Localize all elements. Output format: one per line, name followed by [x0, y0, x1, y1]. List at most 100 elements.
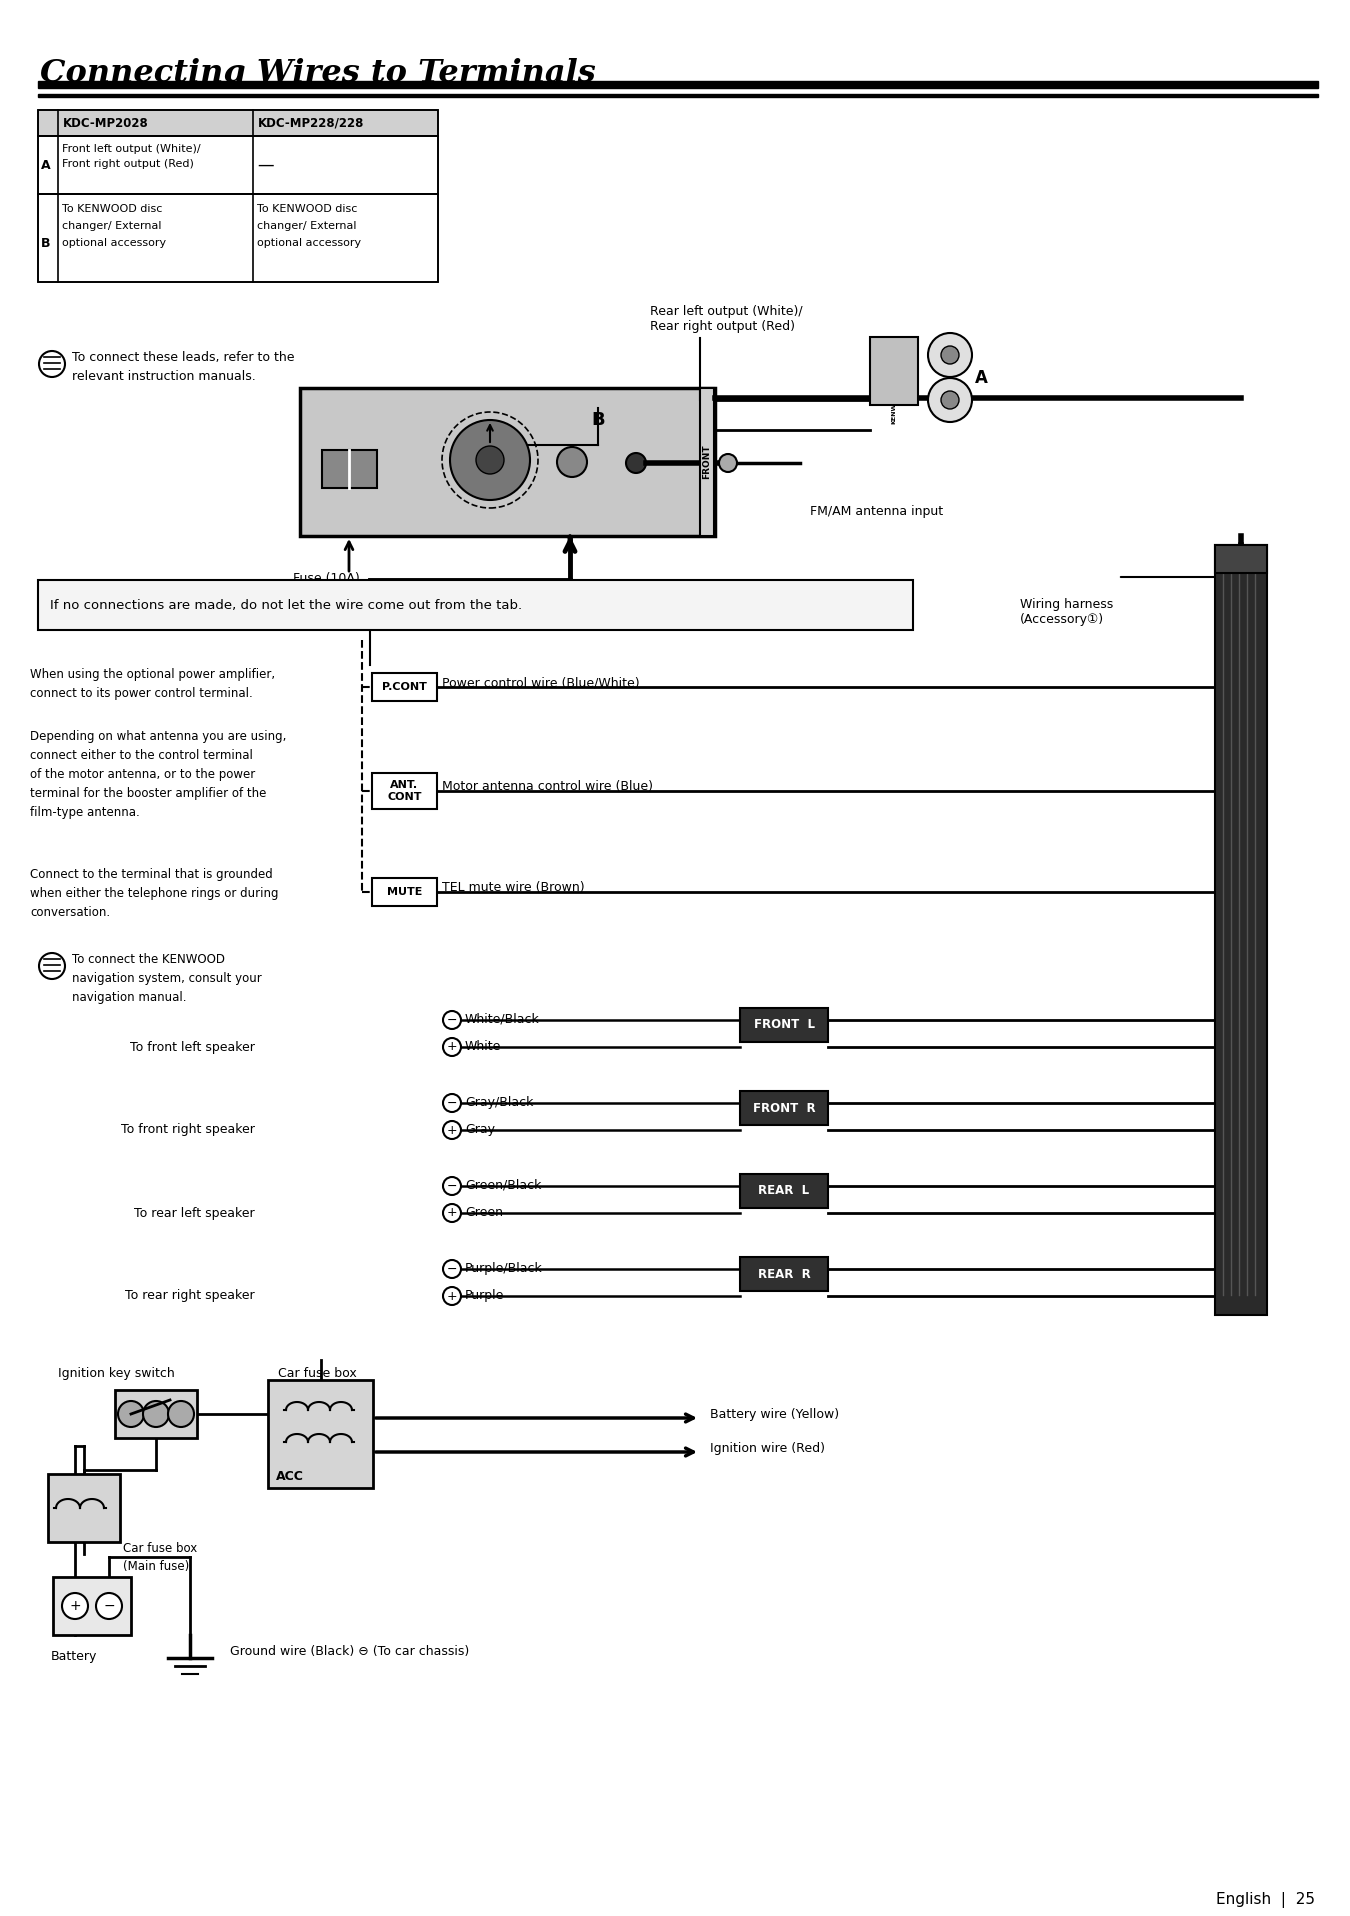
- Text: KDC-MP2028: KDC-MP2028: [63, 117, 148, 130]
- Text: Purple: Purple: [464, 1289, 505, 1303]
- Bar: [740, 1175, 828, 1207]
- Text: A: A: [40, 159, 51, 172]
- Text: FRONT  R: FRONT R: [753, 1102, 815, 1115]
- Text: White: White: [464, 1040, 501, 1054]
- Circle shape: [720, 454, 737, 471]
- Text: Car fuse box
(Main fuse): Car fuse box (Main fuse): [123, 1542, 197, 1573]
- Text: KENWOOD: KENWOOD: [891, 387, 896, 423]
- Text: To front right speaker: To front right speaker: [122, 1123, 255, 1136]
- Text: Ignition wire (Red): Ignition wire (Red): [710, 1443, 825, 1454]
- Circle shape: [626, 452, 647, 473]
- Text: Connecting Wires to Terminals: Connecting Wires to Terminals: [40, 57, 595, 88]
- Circle shape: [143, 1401, 169, 1427]
- Text: FRONT  L: FRONT L: [753, 1019, 814, 1031]
- Text: MUTE: MUTE: [387, 887, 423, 897]
- Bar: [373, 673, 437, 701]
- Bar: [300, 389, 716, 536]
- Text: Gray: Gray: [464, 1123, 495, 1136]
- Text: Ground wire (Black) ⊖ (To car chassis): Ground wire (Black) ⊖ (To car chassis): [230, 1646, 470, 1657]
- Text: −: −: [103, 1600, 115, 1613]
- Text: −: −: [447, 1096, 458, 1109]
- Circle shape: [941, 347, 958, 364]
- Text: changer/ External: changer/ External: [62, 220, 162, 232]
- Text: When using the optional power amplifier,
connect to its power control terminal.: When using the optional power amplifier,…: [30, 669, 275, 699]
- Text: Front right output (Red): Front right output (Red): [62, 159, 194, 169]
- Bar: [740, 1008, 828, 1042]
- Text: If no connections are made, do not let the wire come out from the tab.: If no connections are made, do not let t…: [50, 598, 522, 611]
- Text: +: +: [447, 1123, 458, 1136]
- Circle shape: [443, 1012, 460, 1029]
- Circle shape: [941, 391, 958, 408]
- Text: −: −: [447, 1014, 458, 1027]
- Text: B: B: [40, 236, 50, 249]
- Text: To connect these leads, refer to the
relevant instruction manuals.: To connect these leads, refer to the rel…: [72, 351, 294, 383]
- Circle shape: [443, 1261, 460, 1278]
- Bar: [38, 194, 437, 282]
- Text: +: +: [447, 1289, 458, 1303]
- Text: To KENWOOD disc: To KENWOOD disc: [256, 203, 358, 215]
- Bar: [1215, 544, 1268, 573]
- Text: To KENWOOD disc: To KENWOOD disc: [62, 203, 162, 215]
- Circle shape: [443, 1094, 460, 1111]
- Bar: [53, 1577, 131, 1634]
- Text: FRONT: FRONT: [702, 445, 711, 479]
- Bar: [373, 878, 437, 906]
- Text: Car fuse box: Car fuse box: [278, 1366, 356, 1380]
- Circle shape: [927, 333, 972, 377]
- Circle shape: [443, 1288, 460, 1305]
- Bar: [38, 94, 1318, 98]
- Bar: [323, 450, 377, 489]
- Text: B: B: [591, 412, 605, 429]
- Text: Rear left output (White)/: Rear left output (White)/: [649, 305, 803, 318]
- Text: To rear left speaker: To rear left speaker: [135, 1207, 255, 1219]
- Bar: [49, 1473, 120, 1542]
- Circle shape: [558, 446, 587, 477]
- Bar: [38, 581, 913, 630]
- Text: −: −: [447, 1180, 458, 1192]
- Text: Wiring harness
(Accessory①): Wiring harness (Accessory①): [1021, 598, 1114, 627]
- Text: Battery: Battery: [51, 1650, 97, 1663]
- Text: ANT.
CONT: ANT. CONT: [387, 780, 421, 803]
- Bar: [1215, 544, 1268, 1314]
- Text: To front left speaker: To front left speaker: [130, 1040, 255, 1054]
- Text: +: +: [447, 1207, 458, 1219]
- Bar: [373, 772, 437, 809]
- Text: Purple/Black: Purple/Black: [464, 1263, 543, 1274]
- Text: Fuse (10A): Fuse (10A): [293, 573, 359, 584]
- Circle shape: [443, 1121, 460, 1138]
- Bar: [869, 337, 918, 404]
- Circle shape: [62, 1592, 88, 1619]
- Circle shape: [927, 377, 972, 422]
- Text: optional accessory: optional accessory: [256, 238, 360, 247]
- Bar: [269, 1380, 373, 1489]
- Text: English  |  25: English | 25: [1216, 1891, 1315, 1908]
- Text: Rear right output (Red): Rear right output (Red): [649, 320, 795, 333]
- Text: To connect the KENWOOD
navigation system, consult your
navigation manual.: To connect the KENWOOD navigation system…: [72, 952, 262, 1004]
- Circle shape: [477, 446, 504, 473]
- Text: −: −: [447, 1263, 458, 1276]
- Text: —: —: [256, 155, 274, 174]
- Text: Power control wire (Blue/White): Power control wire (Blue/White): [441, 676, 640, 690]
- Text: TEL mute wire (Brown): TEL mute wire (Brown): [441, 881, 585, 895]
- Text: REAR  L: REAR L: [759, 1184, 810, 1198]
- Text: Gray/Black: Gray/Black: [464, 1096, 533, 1109]
- Circle shape: [443, 1203, 460, 1222]
- Bar: [740, 1090, 828, 1125]
- Bar: [38, 136, 437, 194]
- Text: Green: Green: [464, 1205, 504, 1219]
- Text: Battery wire (Yellow): Battery wire (Yellow): [710, 1408, 840, 1422]
- Text: +: +: [69, 1600, 81, 1613]
- Bar: [115, 1389, 197, 1439]
- Bar: [38, 80, 1318, 88]
- Bar: [38, 109, 437, 136]
- Text: A: A: [975, 370, 988, 387]
- Circle shape: [443, 1038, 460, 1056]
- Text: Depending on what antenna you are using,
connect either to the control terminal
: Depending on what antenna you are using,…: [30, 730, 286, 818]
- Circle shape: [96, 1592, 122, 1619]
- Text: Connect to the terminal that is grounded
when either the telephone rings or duri: Connect to the terminal that is grounded…: [30, 868, 278, 920]
- Text: optional accessory: optional accessory: [62, 238, 166, 247]
- Text: KDC-MP228/228: KDC-MP228/228: [258, 117, 365, 130]
- Bar: [38, 109, 437, 282]
- Circle shape: [117, 1401, 144, 1427]
- Bar: [740, 1257, 828, 1291]
